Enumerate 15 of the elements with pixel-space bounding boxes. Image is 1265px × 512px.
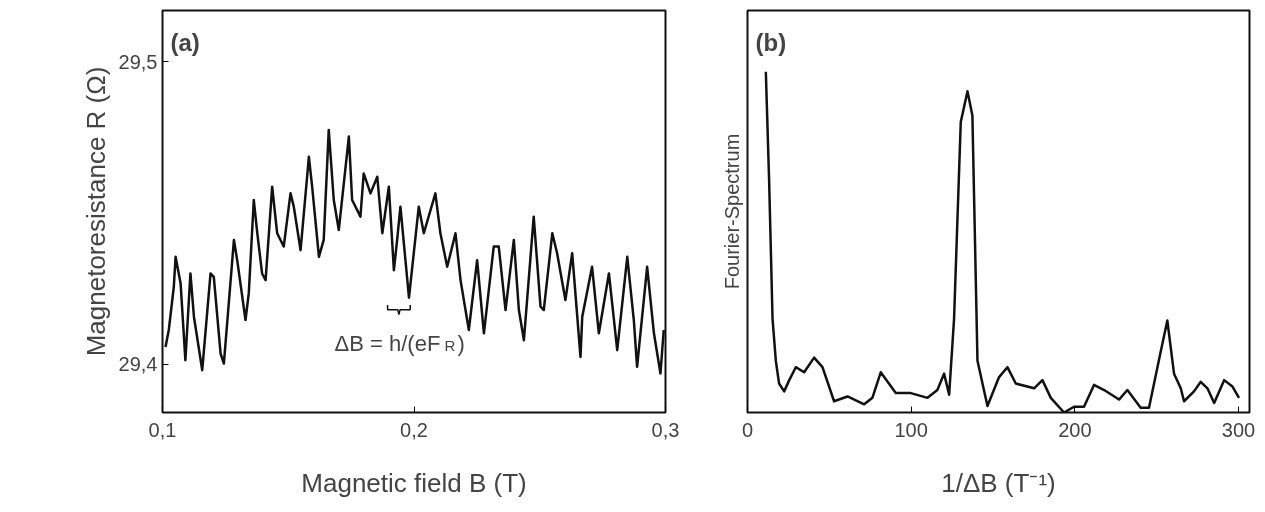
y-axis-title: Magnetoresistance R (Ω) bbox=[80, 66, 111, 357]
x-tick-label: 0 bbox=[741, 418, 754, 441]
x-axis-title: 1/ΔB (T⁻¹) bbox=[941, 467, 1056, 498]
x-tick-label: 300 bbox=[1221, 418, 1256, 441]
y-tick-label: 29,5 bbox=[118, 50, 158, 73]
x-tick-label: 0,3 bbox=[651, 418, 680, 441]
y-axis-title: Fourier-Spectrum bbox=[720, 133, 743, 290]
chart-title: (b) bbox=[755, 28, 787, 56]
x-tick-label: 200 bbox=[1058, 418, 1092, 441]
x-axis-title: Magnetic field B (T) bbox=[301, 467, 527, 498]
x-tick-label: 0,2 bbox=[400, 418, 428, 441]
text: (a) bbox=[170, 28, 200, 56]
x-tick-label: 0,1 bbox=[148, 418, 177, 441]
y-tick-label: 29,4 bbox=[118, 353, 158, 376]
x-tick-label: 100 bbox=[894, 418, 928, 441]
